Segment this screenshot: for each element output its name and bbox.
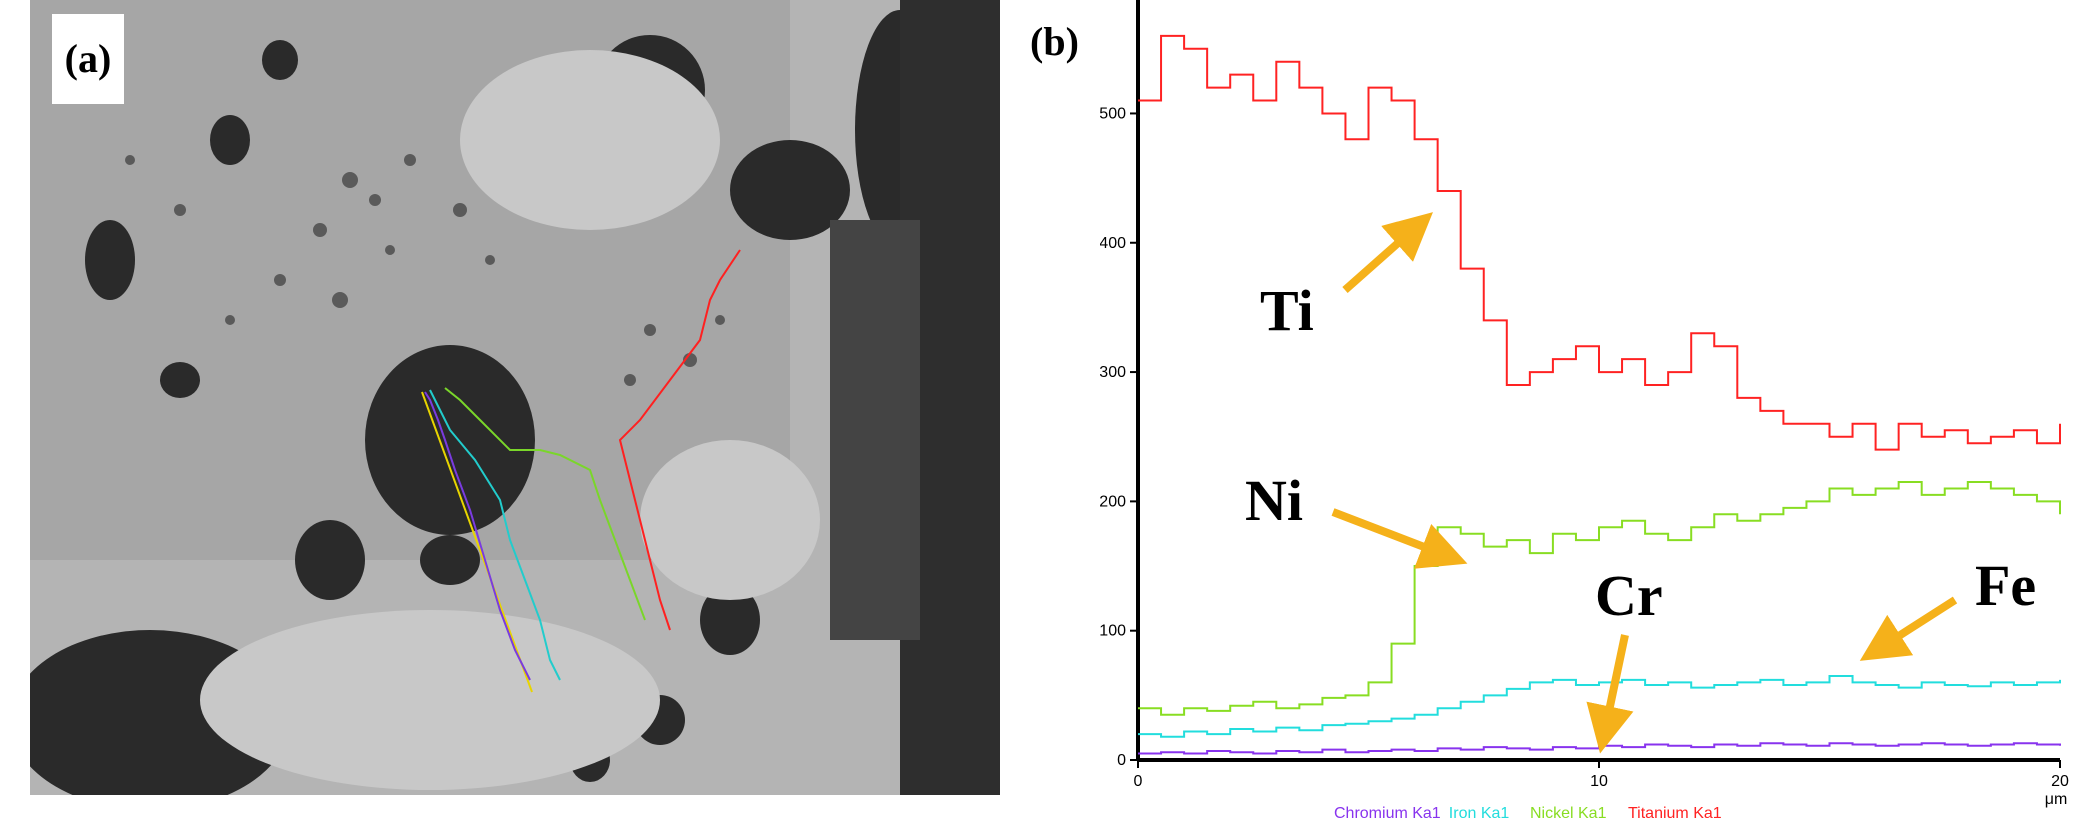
annotation-arrow	[1331, 508, 1468, 569]
y-tick-label: 100	[1100, 623, 1126, 640]
line-scan-chart: 0 100 200 300 400 500 0 10 20 μm Ti Ni Cr Fe Chromium …	[1100, 0, 2086, 823]
y-tick-label: 300	[1100, 364, 1126, 381]
legend-entry: Chromium Ka1	[1334, 805, 1441, 822]
series-line-iron-ka1	[1138, 674, 2061, 738]
x-tick-label: 10	[1590, 773, 1608, 790]
x-tick-label: 0	[1134, 773, 1143, 790]
micrograph-panel	[30, 0, 1000, 795]
legend-entry: Nickel Ka1	[1530, 805, 1607, 822]
y-tick-label: 400	[1100, 235, 1126, 252]
annotation-label-fe: Fe	[1975, 553, 2036, 618]
legend-entry: Iron Ka1	[1449, 805, 1510, 822]
annotation-label-ti: Ti	[1260, 278, 1314, 343]
legend-entry: Titanium Ka1	[1628, 805, 1722, 822]
y-tick-label: 0	[1117, 752, 1126, 769]
annotation-arrow	[1586, 634, 1634, 754]
annotation-label-cr: Cr	[1595, 563, 1663, 628]
annotation-arrow	[1342, 212, 1433, 293]
series-line-chromium-ka1	[1138, 742, 2061, 755]
series-line-titanium-ka1	[1138, 34, 2061, 451]
annotation-arrow	[1859, 596, 1958, 661]
panel-b-label: (b)	[1030, 19, 1079, 64]
annotation-label-ni: Ni	[1245, 468, 1303, 533]
x-axis-label: μm	[2045, 791, 2068, 808]
micrograph-image	[30, 0, 1000, 795]
y-tick-label: 500	[1100, 105, 1126, 122]
x-tick-label: 20	[2051, 773, 2069, 790]
panel-a-label: (a)	[52, 14, 124, 104]
series-line-nickel-ka1	[1138, 480, 2061, 716]
y-tick-label: 200	[1100, 493, 1126, 510]
